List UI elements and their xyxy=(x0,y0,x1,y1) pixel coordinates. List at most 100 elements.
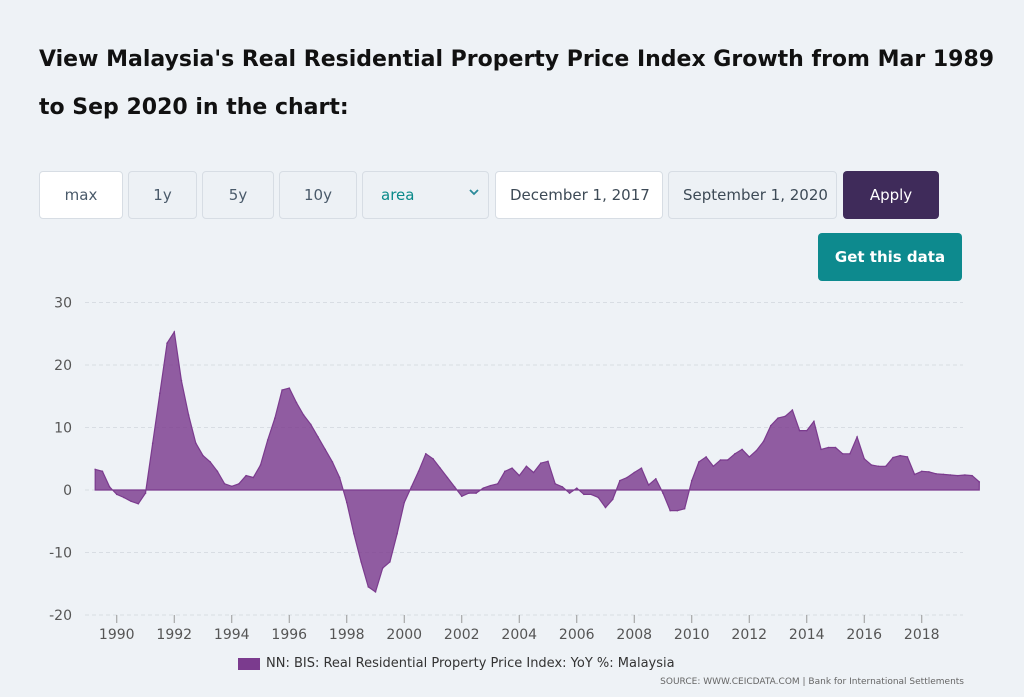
data-point xyxy=(690,479,693,482)
data-point xyxy=(928,471,930,473)
chevron-down-icon xyxy=(468,186,480,202)
data-point xyxy=(94,468,96,471)
data-point xyxy=(956,474,959,477)
range-button-1y[interactable]: 1y xyxy=(128,171,197,219)
data-point xyxy=(604,506,607,509)
data-point xyxy=(805,429,808,432)
data-point xyxy=(532,471,535,474)
data-point xyxy=(216,470,219,473)
data-point xyxy=(504,470,506,473)
data-point xyxy=(238,482,240,485)
x-tick-label: 2000 xyxy=(386,627,422,643)
data-point xyxy=(345,501,348,504)
x-tick-label: 2008 xyxy=(616,627,652,643)
data-point xyxy=(425,452,427,455)
data-point xyxy=(813,420,815,423)
data-point xyxy=(734,452,736,455)
data-point xyxy=(583,493,585,496)
end-date-input[interactable]: September 1, 2020 xyxy=(668,171,837,219)
data-point xyxy=(482,487,485,489)
data-point xyxy=(130,500,132,503)
page-title: View Malaysia's Real Residential Propert… xyxy=(39,47,995,120)
range-button-10y[interactable]: 10y xyxy=(279,171,357,219)
data-point xyxy=(302,414,305,416)
start-date-input[interactable]: December 1, 2017 xyxy=(495,171,663,219)
data-point xyxy=(547,460,549,463)
x-tick-label: 1998 xyxy=(329,627,365,643)
data-point xyxy=(913,473,916,476)
data-point xyxy=(518,474,521,477)
x-tick-label: 2006 xyxy=(559,627,595,643)
data-point xyxy=(151,442,154,444)
data-point xyxy=(525,465,528,468)
data-point xyxy=(755,449,758,452)
data-point xyxy=(223,482,226,485)
data-point xyxy=(935,472,937,475)
data-point xyxy=(863,457,866,460)
data-point xyxy=(712,465,715,468)
data-point xyxy=(511,467,513,469)
data-point xyxy=(849,452,851,455)
data-point xyxy=(266,439,269,441)
data-point xyxy=(353,532,355,535)
range-button-5y[interactable]: 5y xyxy=(202,171,274,219)
data-point xyxy=(834,446,837,449)
get-data-button[interactable]: Get this data xyxy=(818,233,962,281)
range-button-max[interactable]: max xyxy=(39,171,123,219)
data-point xyxy=(144,492,147,494)
data-point xyxy=(611,498,614,501)
data-point xyxy=(475,492,477,494)
data-point xyxy=(856,436,858,438)
x-tick-label: 2012 xyxy=(731,627,767,643)
data-point xyxy=(281,389,283,391)
chart-type-select[interactable]: area xyxy=(362,171,489,219)
data-point xyxy=(173,331,176,333)
data-point xyxy=(726,459,729,461)
data-point xyxy=(432,457,434,460)
x-tick-label: 2018 xyxy=(904,627,940,643)
data-point xyxy=(554,482,556,485)
data-point xyxy=(597,496,600,499)
data-point xyxy=(798,429,801,432)
data-point xyxy=(906,456,909,458)
data-point xyxy=(877,465,880,468)
data-point xyxy=(367,586,370,588)
data-point xyxy=(259,464,262,466)
data-point xyxy=(468,492,470,494)
data-point xyxy=(159,392,161,394)
data-point xyxy=(770,424,772,427)
legend-label: NN: BIS: Real Residential Property Price… xyxy=(266,656,675,671)
data-point xyxy=(920,470,923,473)
data-point xyxy=(540,462,542,464)
data-point xyxy=(827,446,830,449)
data-point xyxy=(741,448,743,451)
data-point xyxy=(338,476,341,479)
data-point xyxy=(640,467,643,469)
data-point xyxy=(575,487,578,489)
x-tick-label: 2002 xyxy=(444,627,480,643)
legend[interactable]: NN: BIS: Real Residential Property Price… xyxy=(238,656,675,671)
data-point xyxy=(209,461,211,463)
data-point xyxy=(317,436,319,438)
data-point xyxy=(899,454,901,457)
data-point xyxy=(446,476,449,479)
data-point xyxy=(626,476,628,479)
data-point xyxy=(820,448,822,451)
data-point xyxy=(310,423,312,426)
data-point xyxy=(748,456,751,458)
data-point xyxy=(137,502,140,505)
data-point xyxy=(123,496,125,499)
data-point xyxy=(762,440,765,443)
data-point xyxy=(496,482,499,485)
data-point xyxy=(410,486,413,488)
apply-button[interactable]: Apply xyxy=(843,171,939,219)
data-point xyxy=(108,486,111,488)
data-point xyxy=(561,486,564,488)
data-point xyxy=(230,485,233,488)
y-tick-label: -20 xyxy=(49,608,72,624)
data-point xyxy=(245,474,247,477)
data-point xyxy=(662,492,664,494)
data-point xyxy=(590,493,592,496)
x-tick-label: 1990 xyxy=(99,627,135,643)
